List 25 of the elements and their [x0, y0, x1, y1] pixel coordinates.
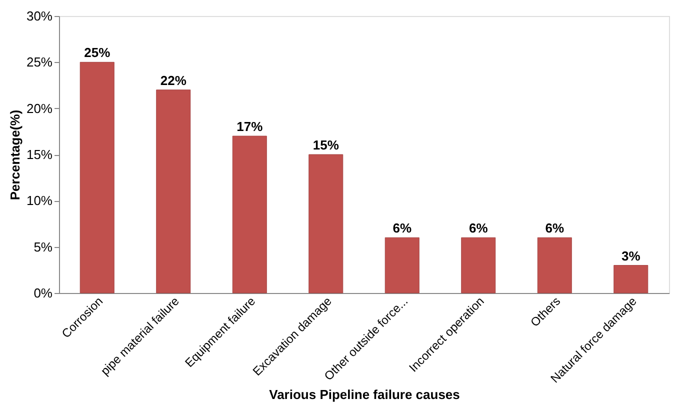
- data-label: 22%: [160, 72, 187, 88]
- data-label: 17%: [236, 119, 264, 134]
- data-label: 6%: [545, 220, 564, 236]
- data-label: 25%: [84, 45, 111, 60]
- y-tick-label: 15%: [26, 147, 53, 162]
- x-axis-title: Various Pipeline failure causes: [269, 386, 460, 402]
- data-label: 6%: [392, 220, 412, 236]
- bar: [232, 136, 267, 294]
- y-tick-label: 10%: [26, 193, 53, 208]
- bar: [461, 237, 496, 294]
- y-tick-label: 30%: [26, 8, 53, 24]
- y-tick-label: 20%: [26, 100, 53, 116]
- bar: [384, 237, 420, 294]
- bar: [308, 154, 344, 294]
- data-label: 6%: [468, 220, 488, 236]
- y-tick-label: 0%: [34, 286, 53, 300]
- data-label: 3%: [621, 248, 641, 264]
- bar: [80, 62, 114, 294]
- data-label: 15%: [312, 138, 340, 152]
- y-tick-label: 25%: [26, 54, 53, 70]
- bar: [614, 265, 648, 294]
- y-axis-title: Percentage(%): [7, 110, 22, 200]
- bar: [156, 90, 191, 294]
- bar: [537, 237, 572, 294]
- y-tick-label: 5%: [34, 239, 53, 254]
